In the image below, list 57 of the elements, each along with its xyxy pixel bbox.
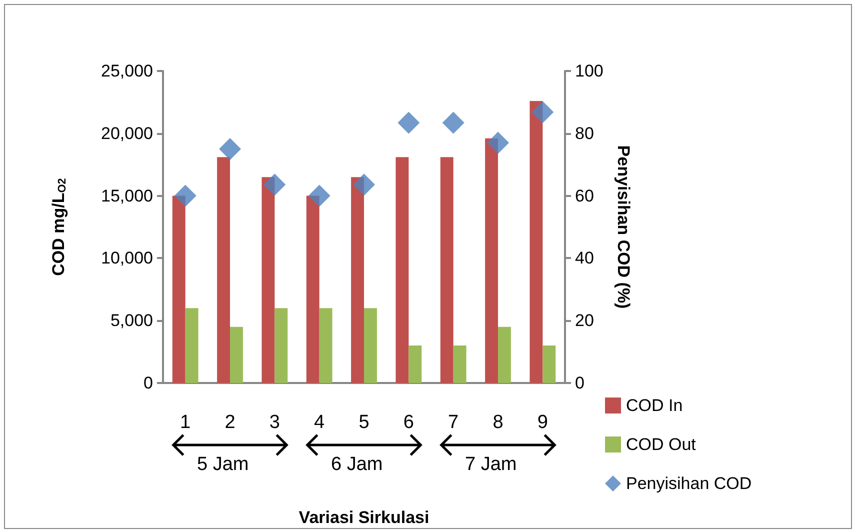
bar [498,326,511,383]
x-tick-label: 1 [180,412,191,433]
x-tick-label: 6 [403,412,414,433]
bar [274,308,288,383]
point [442,112,464,134]
y-tick-label: 0 [144,374,153,392]
text: 5 Jam [197,454,249,475]
bar [319,308,332,383]
point [353,174,375,196]
y2-tick-label: 80 [575,124,594,143]
bar [351,177,364,383]
legend-label: Penyisihan COD [626,474,752,493]
y-tick-label: 20,000 [101,124,153,143]
point [308,184,330,207]
x-axis-title: Variasi Sirkulasi [298,508,430,527]
x-tick-label: 7 [448,412,459,433]
point [398,112,420,134]
y-axis-title: COD mg/LO2 [49,178,68,276]
x-tick-label: 8 [492,412,504,433]
bar [530,100,543,383]
point [219,138,241,160]
legend-label: COD Out [626,435,696,454]
point [487,132,509,154]
x-tick-label: 3 [269,412,280,433]
y2-tick-label: 60 [575,186,594,206]
bar [306,196,320,383]
bar [185,308,198,383]
x-tick-label: 5 [358,412,370,433]
y-tick-label: 15,000 [101,186,153,206]
bar [485,138,498,383]
x-tick-label: 2 [224,412,236,433]
bar [364,308,377,383]
point [264,174,286,196]
y-tick-label: 10,000 [101,248,153,268]
legend-label: COD In [626,396,683,415]
y-tick-label: 25,000 [101,62,153,80]
bar [440,157,454,383]
text: 6 Jam [331,454,383,475]
x-tick-label: 9 [537,412,548,433]
bar [172,196,186,383]
bar [262,177,275,383]
bar [396,157,409,383]
y2-axis-title: Penyisihan COD (%) [614,145,633,309]
y-tick-label: 5,000 [110,311,153,330]
bar [408,346,422,383]
bar [230,326,243,383]
x-tick-label: 4 [314,412,326,433]
point [174,184,196,207]
bar [453,346,466,383]
y2-tick-label: 0 [575,374,584,392]
y2-tick-label: 100 [575,62,604,80]
y2-tick-label: 40 [575,248,594,268]
text: 7 Jam [465,454,517,475]
y2-tick-label: 20 [575,311,594,330]
point [532,101,554,124]
bar [542,346,556,383]
bar [217,157,230,383]
